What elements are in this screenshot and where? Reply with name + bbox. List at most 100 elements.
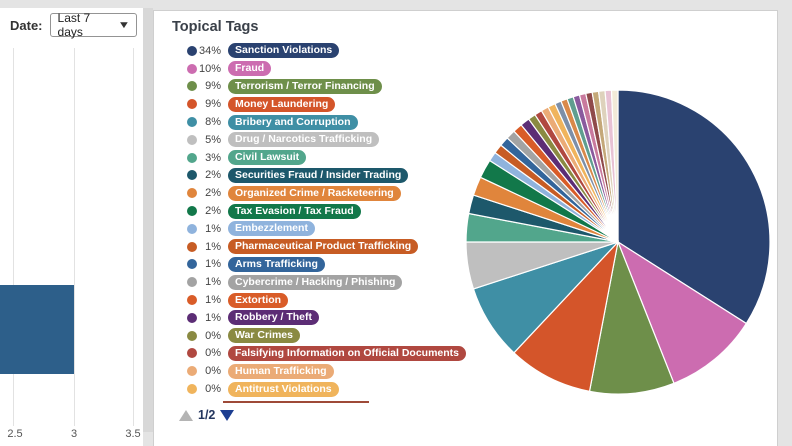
tag-pill[interactable]: Arms Trafficking bbox=[228, 256, 325, 272]
legend-pagination: 1/2 bbox=[179, 408, 235, 422]
topical-tags-card: Topical Tags 34% Sanction Violations 10% Fr… bbox=[153, 10, 778, 446]
legend-dot-icon bbox=[187, 99, 197, 110]
date-filter-row: Date: Last 7 days ▼ bbox=[10, 11, 137, 39]
pie-slice[interactable] bbox=[588, 239, 675, 395]
legend-dot-icon bbox=[187, 277, 197, 288]
legend-dot-icon bbox=[187, 45, 197, 56]
x-tick-label: 2.5 bbox=[7, 428, 23, 440]
chevron-down-icon: ▼ bbox=[117, 19, 131, 31]
legend-item[interactable]: 10% Fraud bbox=[187, 60, 466, 78]
gridline bbox=[74, 48, 75, 426]
tag-pill[interactable]: Sanction Violations bbox=[228, 43, 340, 59]
tag-pill[interactable]: Robbery / Theft bbox=[228, 310, 320, 326]
tag-pill[interactable]: Money Laundering bbox=[228, 96, 336, 112]
left-chart-panel: Date: Last 7 days ▼ 2.5 3 3.5 bbox=[0, 8, 143, 446]
legend-dot-icon bbox=[187, 366, 197, 377]
x-tick-label: 3.5 bbox=[125, 428, 141, 440]
tag-pill[interactable]: Securities Fraud / Insider Trading bbox=[228, 167, 409, 183]
page-indicator: 1/2 bbox=[198, 408, 216, 422]
legend-item[interactable]: 0% Human Trafficking bbox=[187, 362, 466, 380]
date-label: Date: bbox=[10, 17, 43, 33]
tag-pill[interactable]: Organized Crime / Racketeering bbox=[228, 185, 401, 201]
pie-slice[interactable] bbox=[616, 240, 748, 385]
legend-underline bbox=[223, 401, 369, 403]
legend-dot-icon bbox=[187, 188, 197, 199]
legend-item[interactable]: 2% Tax Evasion / Tax Fraud bbox=[187, 202, 466, 220]
legend-percent: 0% bbox=[205, 365, 221, 378]
legend-item[interactable]: 1% Arms Trafficking bbox=[187, 256, 466, 274]
legend-dot-icon bbox=[187, 206, 197, 217]
tag-pill[interactable]: Drug / Narcotics Trafficking bbox=[228, 132, 380, 148]
tag-pill[interactable]: Human Trafficking bbox=[228, 363, 334, 379]
tag-pill[interactable]: Pharmaceutical Product Trafficking bbox=[228, 239, 419, 255]
pie-slice[interactable] bbox=[617, 89, 771, 325]
tag-pill[interactable]: Extortion bbox=[228, 292, 289, 308]
legend-item[interactable]: 9% Money Laundering bbox=[187, 95, 466, 113]
tag-pill[interactable]: Fraud bbox=[228, 61, 272, 77]
legend-item[interactable]: 1% Cybercrime / Hacking / Phishing bbox=[187, 273, 466, 291]
tag-pill[interactable]: Civil Lawsuit bbox=[228, 150, 307, 166]
legend-percent: 2% bbox=[205, 187, 221, 200]
bar-chart bbox=[0, 48, 143, 426]
legend-item[interactable]: 9% Terrorism / Terror Financing bbox=[187, 78, 466, 96]
date-range-select[interactable]: Last 7 days ▼ bbox=[49, 11, 137, 39]
legend-percent: 5% bbox=[205, 133, 221, 146]
legend-dot-icon bbox=[187, 384, 197, 395]
legend-dot-icon bbox=[187, 223, 197, 234]
legend-percent: 10% bbox=[199, 62, 222, 75]
tag-pill[interactable]: Bribery and Corruption bbox=[228, 114, 358, 130]
legend-dot-icon bbox=[187, 330, 197, 341]
legend-item[interactable]: 0% War Crimes bbox=[187, 327, 466, 345]
tag-pill[interactable]: Tax Evasion / Tax Fraud bbox=[228, 203, 361, 219]
legend-item[interactable]: 1% Robbery / Theft bbox=[187, 309, 466, 327]
legend-percent: 0% bbox=[205, 329, 221, 342]
tag-pill[interactable]: Antitrust Violations bbox=[228, 381, 339, 397]
legend-percent: 2% bbox=[205, 205, 221, 218]
legend-item[interactable]: 1% Extortion bbox=[187, 291, 466, 309]
legend: 34% Sanction Violations 10% Fraud 9% Terroris… bbox=[187, 42, 467, 398]
gridline bbox=[13, 48, 14, 426]
legend-item[interactable]: 34% Sanction Violations bbox=[187, 42, 466, 60]
legend-item[interactable]: 0% Antitrust Violations bbox=[187, 380, 466, 398]
legend-dot-icon bbox=[187, 81, 197, 92]
page-up-icon[interactable] bbox=[179, 409, 193, 421]
legend-item[interactable]: 5% Drug / Narcotics Trafficking bbox=[187, 131, 466, 149]
legend-item[interactable]: 1% Embezzlement bbox=[187, 220, 466, 238]
legend-percent: 1% bbox=[205, 311, 221, 324]
legend-dot-icon bbox=[187, 295, 197, 306]
legend-dot-icon bbox=[187, 117, 197, 128]
pie-slice[interactable] bbox=[513, 240, 619, 393]
page-down-icon[interactable] bbox=[220, 409, 235, 421]
legend-percent: 2% bbox=[205, 169, 221, 182]
tag-pill[interactable]: Embezzlement bbox=[228, 221, 315, 237]
legend-percent: 1% bbox=[205, 258, 221, 271]
legend-item[interactable]: 2% Securities Fraud / Insider Trading bbox=[187, 167, 466, 185]
legend-dot-icon bbox=[187, 259, 197, 270]
tag-pill[interactable]: War Crimes bbox=[228, 328, 300, 344]
legend-percent: 9% bbox=[205, 98, 221, 111]
legend-item[interactable]: 1% Pharmaceutical Product Trafficking bbox=[187, 238, 466, 256]
legend-percent: 8% bbox=[205, 116, 221, 129]
tag-pill[interactable]: Cybercrime / Hacking / Phishing bbox=[228, 274, 403, 290]
date-range-value: Last 7 days bbox=[57, 11, 91, 39]
legend-percent: 3% bbox=[205, 151, 221, 164]
pie-slice[interactable] bbox=[610, 89, 619, 243]
legend-dot-icon bbox=[187, 170, 197, 181]
legend-item[interactable]: 0% Falsifying Information on Official Doc… bbox=[187, 345, 467, 363]
legend-percent: 0% bbox=[205, 383, 221, 396]
legend-dot-icon bbox=[187, 134, 197, 145]
legend-item[interactable]: 8% Bribery and Corruption bbox=[187, 113, 466, 131]
legend-dot-icon bbox=[187, 348, 197, 359]
legend-item[interactable]: 2% Organized Crime / Racketeering bbox=[187, 184, 466, 202]
legend-percent: 0% bbox=[205, 347, 221, 360]
bar-segment[interactable] bbox=[0, 285, 74, 374]
legend-dot-icon bbox=[187, 152, 197, 163]
legend-percent: 34% bbox=[199, 44, 222, 57]
legend-item[interactable]: 3% Civil Lawsuit bbox=[187, 149, 466, 167]
pie-chart bbox=[463, 87, 773, 397]
legend-dot-icon bbox=[187, 241, 197, 252]
tag-pill[interactable]: Terrorism / Terror Financing bbox=[228, 78, 382, 94]
vertical-scrollbar[interactable] bbox=[143, 8, 153, 432]
tag-pill[interactable]: Falsifying Information on Official Docum… bbox=[228, 345, 467, 361]
